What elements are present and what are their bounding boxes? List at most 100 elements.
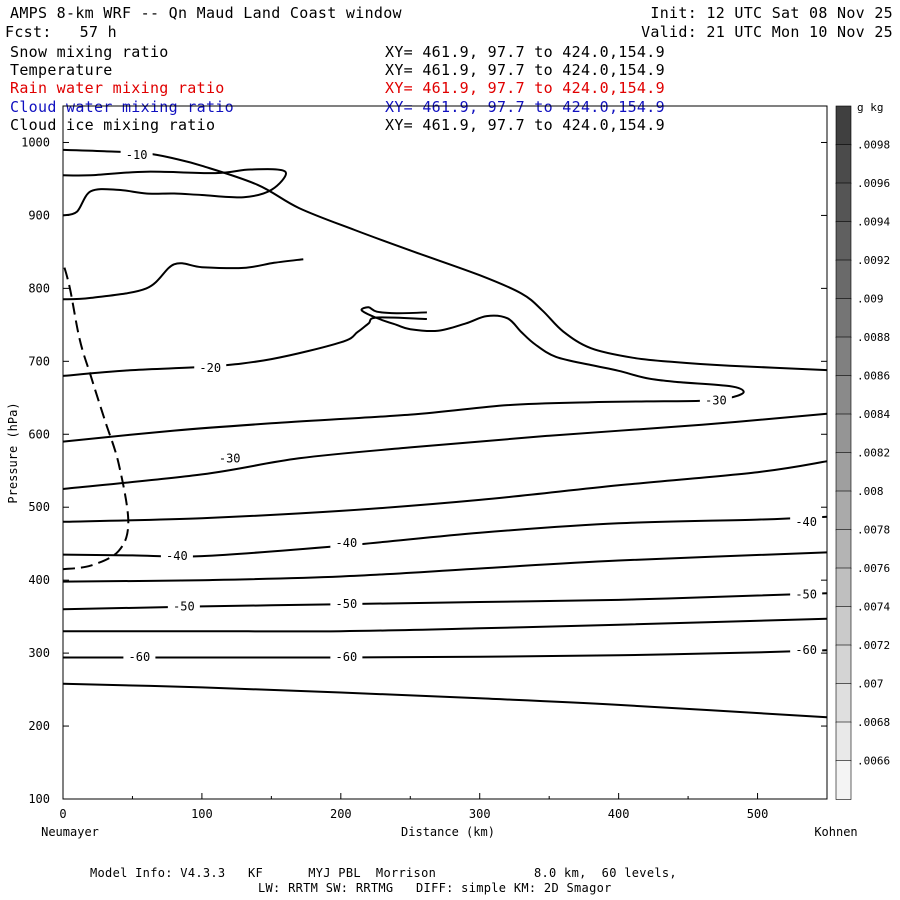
field-name-cloud-ice: Cloud ice mixing ratio: [10, 116, 216, 134]
colorbar-label: .0086: [857, 370, 890, 383]
isotherm--40: [62, 515, 828, 558]
contour-label: -40: [166, 549, 188, 563]
x-tick-label: 400: [608, 807, 630, 821]
contour-label-bg: [160, 549, 193, 564]
valid-time: Valid: 21 UTC Mon 10 Nov 25: [641, 23, 893, 41]
colorbar-cell: [835, 144, 852, 184]
contour-label-bg: [194, 360, 227, 375]
y-axis: 100 200 300 400 500 600 700 800 900 1000: [21, 135, 827, 806]
field-xy-snow: XY= 461.9, 97.7 to 424.0,154.9: [385, 43, 665, 61]
contour-label-bg: [790, 587, 823, 602]
colorbar-label: .0068: [857, 716, 890, 729]
colorbar-cell: [835, 529, 852, 569]
forecast-hour: Fcst: 57 h: [5, 23, 117, 41]
colorbar-label: .0082: [857, 447, 890, 460]
y-tick-label: 600: [28, 427, 50, 441]
y-tick-label: 500: [28, 500, 50, 514]
contour-label-bg: [213, 451, 246, 466]
colorbar-label: .0092: [857, 254, 890, 267]
contour-label-bg: [330, 535, 363, 550]
colorbar-label: .0066: [857, 755, 890, 768]
contour-label-bg: [120, 147, 153, 162]
y-tick-label: 700: [28, 354, 50, 368]
colorbar-label: .0084: [857, 408, 890, 421]
colorbar-cell: [835, 721, 852, 762]
isotherm--20: [62, 316, 427, 377]
colorbar-label: .007: [857, 678, 884, 691]
colorbar-cell: [835, 413, 852, 454]
colorbar-cell: [835, 760, 852, 800]
contour-label: -50: [795, 588, 817, 602]
footer-physics-info: LW: RRTM SW: RRTMG DIFF: simple KM: 2D S…: [258, 881, 612, 895]
y-tick-label: 800: [28, 281, 50, 295]
contour-label: -30: [219, 451, 241, 465]
x-right-label: Kohnen: [814, 825, 857, 839]
contour-label: -30: [705, 394, 727, 408]
colorbar-cell: [835, 105, 852, 146]
contour-label-bg: [699, 393, 732, 408]
colorbar-label: .0078: [857, 524, 890, 537]
colorbar-cell: [835, 683, 852, 723]
contour-label: -60: [795, 643, 817, 657]
y-tick-label: 900: [28, 208, 50, 222]
chart-title: AMPS 8-km WRF -- Qn Maud Land Coast wind…: [10, 4, 402, 22]
colorbar-cell: [835, 606, 852, 646]
y-axis-label: Pressure (hPa): [6, 402, 20, 503]
init-time: Init: 12 UTC Sat 08 Nov 25: [650, 4, 893, 22]
isotherm-layer: [62, 148, 828, 719]
x-axis-label: Distance (km): [401, 825, 495, 839]
colorbar-label: .008: [857, 485, 884, 498]
colorbar-unit: g kg: [857, 101, 884, 114]
plot-frame: [62, 105, 828, 800]
x-tick-label: 500: [747, 807, 769, 821]
field-name-snow: Snow mixing ratio: [10, 43, 169, 61]
colorbar-cell: [835, 452, 852, 492]
isotherm-inner-low: [62, 168, 287, 217]
field-xy-cloud-ice: XY= 461.9, 97.7 to 424.0,154.9: [385, 116, 665, 134]
colorbar-label: .0072: [857, 639, 890, 652]
y-tick-label: 400: [28, 573, 50, 587]
contour-label: -40: [795, 515, 817, 529]
contour-label-bg: [790, 643, 823, 658]
colorbar: .0098 .0096 .0094 .0092 .009 .0088 .0086 .0084.…: [835, 101, 890, 800]
y-tick-label: 100: [28, 792, 50, 806]
contour-label-bg: [330, 649, 363, 664]
colorbar-label: .0088: [857, 331, 890, 344]
contour-label-bg: [167, 599, 200, 614]
x-tick-label: 300: [469, 807, 491, 821]
isotherm--50: [62, 592, 828, 611]
field-name-temperature: Temperature: [10, 61, 113, 79]
y-tick-label: 300: [28, 646, 50, 660]
isotherm--10: [62, 258, 304, 301]
contour-label: -50: [173, 599, 195, 613]
colorbar-label: .009: [857, 293, 884, 306]
contour-label: -40: [336, 536, 358, 550]
field-xy-temperature: XY= 461.9, 97.7 to 424.0,154.9: [385, 61, 665, 79]
colorbar-label: .0076: [857, 562, 890, 575]
contour-label: -60: [336, 650, 358, 664]
colorbar-cell: [835, 375, 852, 415]
colorbar-cell: [835, 259, 852, 300]
contour-label: -50: [336, 597, 358, 611]
colorbar-label: .0096: [857, 177, 890, 190]
contour-label: -10: [126, 148, 148, 162]
contour-label: -20: [199, 361, 221, 375]
colorbar-cell: [835, 567, 852, 608]
colorbar-cell: [835, 644, 852, 685]
contour-label-layer: -60 -60 -60 -50 -50 -50 -40 -40 -40 -30 -30 -20 -10: [120, 147, 823, 664]
dashed-contour: [62, 262, 130, 571]
colorbar-cell: [835, 182, 852, 223]
isotherm--40b: [62, 460, 828, 523]
colorbar-cell: [835, 490, 852, 531]
dashed-contour-layer: [62, 262, 130, 571]
colorbar-cell: [835, 336, 852, 377]
isotherm--60b: [63, 617, 828, 633]
field-name-rain: Rain water mixing ratio: [10, 79, 225, 97]
isotherm-surface: [62, 148, 828, 372]
footer-model-info: Model Info: V4.3.3 KF MYJ PBL Morrison 8…: [90, 866, 677, 880]
field-xy-rain: XY= 461.9, 97.7 to 424.0,154.9: [385, 79, 665, 97]
contour-label: -60: [129, 650, 151, 664]
x-axis: 0 100 200 300 400 500: [59, 793, 768, 821]
isotherm--30: [62, 412, 828, 490]
